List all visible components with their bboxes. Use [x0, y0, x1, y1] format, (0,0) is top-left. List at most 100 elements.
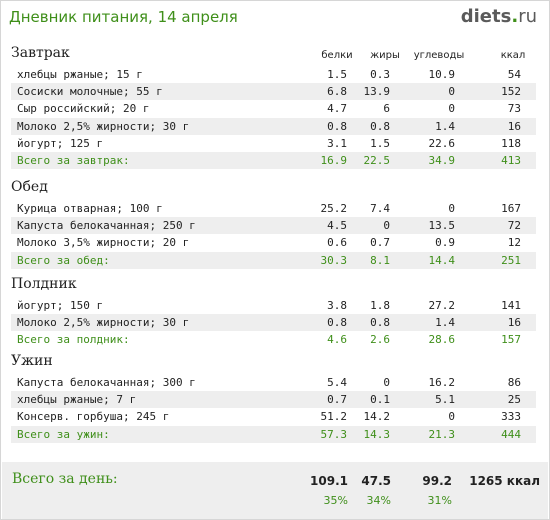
cell-carbs: 10.9 — [428, 68, 456, 81]
food-name: Капуста белокачанная; 250 г — [17, 219, 196, 233]
cell-fat: 2.6 — [370, 333, 390, 347]
food-row[interactable]: хлебцы ржаные; 7 г 0.7 0.1 5.1 25 — [11, 391, 536, 409]
food-name: Молоко 3,5% жирности; 20 г — [17, 236, 190, 250]
cell-carbs: 22.6 — [428, 136, 456, 150]
cell-fat: 0.7 — [370, 236, 390, 250]
meal-total-label: Всего за полдник: — [17, 333, 130, 347]
food-name: йогурт; 125 г — [17, 136, 104, 150]
day-total-label: Всего за день: — [12, 471, 118, 487]
cell-fat: 14.3 — [363, 427, 391, 441]
food-row[interactable]: Сыр российский; 20 г 4.7 6 0 73 — [11, 100, 536, 117]
cell-carbs: 13.5 — [428, 219, 456, 233]
meal-total-label: Всего за обед: — [17, 253, 110, 267]
cell-kcal: 86 — [507, 376, 521, 389]
cell-protein: 4.7 — [327, 102, 347, 116]
cell-kcal: 118 — [501, 136, 521, 150]
logo-tld: ru — [518, 6, 537, 27]
food-name: Капуста белокачанная; 300 г — [17, 376, 196, 389]
cell-kcal: 25 — [507, 393, 521, 407]
cell-kcal: 333 — [501, 410, 521, 424]
cell-protein: 6.8 — [327, 85, 347, 99]
cell-protein: 4.5 — [327, 219, 347, 233]
logo-main: diets — [460, 6, 512, 27]
food-row[interactable]: хлебцы ржаные; 15 г 1.5 0.3 10.9 54 — [11, 66, 536, 83]
cell-carbs: 16.2 — [428, 376, 456, 389]
column-header-protein: белки — [321, 50, 353, 61]
cell-protein: 4.6 — [327, 333, 347, 347]
cell-carbs: 0 — [448, 202, 455, 215]
meal-total-row: Всего за полдник: 4.6 2.6 28.6 157 — [11, 331, 536, 348]
cell-fat: 0.8 — [370, 316, 390, 330]
cell-carbs: 0.9 — [435, 236, 455, 250]
cell-fat: 0 — [383, 219, 390, 233]
cell-kcal: 167 — [501, 202, 521, 215]
food-row[interactable]: йогурт; 125 г 3.1 1.5 22.6 118 — [11, 135, 536, 152]
meal-title: Полдник — [11, 276, 77, 292]
cell-protein: 0.7 — [327, 393, 347, 407]
food-name: Курица отварная; 100 г — [17, 202, 163, 215]
cell-protein: 0.6 — [327, 236, 347, 250]
food-row[interactable]: Молоко 2,5% жирности; 30 г 0.8 0.8 1.4 16 — [11, 314, 536, 332]
cell-fat: 0.1 — [370, 393, 390, 407]
food-name: хлебцы ржаные; 15 г — [17, 68, 143, 81]
cell-kcal: 251 — [501, 253, 521, 267]
cell-carbs: 5.1 — [435, 393, 455, 407]
cell-protein: 30.3 — [320, 253, 348, 267]
food-name: Молоко 2,5% жирности; 30 г — [17, 316, 190, 330]
cell-protein: 16.9 — [320, 154, 348, 167]
meal-total-row: Всего за завтрак: 16.9 22.5 34.9 413 — [11, 152, 536, 169]
cell-carbs: 28.6 — [428, 333, 456, 347]
food-row[interactable]: Курица отварная; 100 г 25.2 7.4 0 167 — [11, 200, 536, 217]
cell-carbs: 0 — [448, 102, 455, 116]
page-title: Дневник питания, 14 апреля — [9, 8, 238, 26]
food-row[interactable]: Капуста белокачанная; 300 г 5.4 0 16.2 86 — [11, 374, 536, 391]
column-header-carbs: углеводы — [413, 50, 465, 61]
day-total-fat-pct: 34% — [366, 494, 391, 507]
cell-kcal: 72 — [507, 219, 521, 233]
cell-kcal: 141 — [501, 299, 521, 312]
column-header-kcal: ккал — [500, 50, 526, 61]
cell-protein: 1.5 — [327, 68, 347, 81]
cell-fat: 22.5 — [363, 154, 391, 167]
cell-protein: 57.3 — [320, 427, 348, 441]
food-row[interactable]: Консерв. горбуша; 245 г 51.2 14.2 0 333 — [11, 408, 536, 425]
food-name: Молоко 2,5% жирности; 30 г — [17, 119, 190, 133]
cell-fat: 1.8 — [370, 299, 390, 312]
site-logo[interactable]: diets.ru — [461, 6, 537, 27]
day-total-protein: 109.1 — [310, 474, 348, 488]
cell-protein: 0.8 — [327, 316, 347, 330]
day-total: Всего за день: 109.1 47.5 99.2 1265 ккал… — [2, 462, 548, 519]
cell-kcal: 413 — [501, 154, 521, 167]
cell-kcal: 73 — [507, 102, 521, 116]
food-row[interactable]: йогурт; 150 г 3.8 1.8 27.2 141 — [11, 297, 536, 314]
day-total-fat: 47.5 — [361, 474, 391, 488]
food-name: Сосиски молочные; 55 г — [17, 85, 163, 99]
cell-fat: 14.2 — [363, 410, 391, 424]
cell-fat: 1.5 — [370, 136, 390, 150]
cell-carbs: 21.3 — [428, 427, 456, 441]
food-row[interactable]: Молоко 2,5% жирности; 30 г 0.8 0.8 1.4 16 — [11, 117, 536, 135]
meal-title: Ужин — [11, 353, 53, 369]
cell-kcal: 444 — [501, 427, 521, 441]
cell-protein: 25.2 — [320, 202, 348, 215]
cell-protein: 51.2 — [320, 410, 348, 424]
cell-fat: 8.1 — [370, 253, 390, 267]
food-name: хлебцы ржаные; 7 г — [17, 393, 137, 407]
cell-kcal: 157 — [501, 333, 521, 347]
food-row[interactable]: Сосиски молочные; 55 г 6.8 13.9 0 152 — [11, 83, 536, 101]
meal-total-label: Всего за завтрак: — [17, 154, 130, 167]
cell-carbs: 0 — [448, 85, 455, 99]
day-total-protein-pct: 35% — [323, 494, 348, 507]
food-row[interactable]: Капуста белокачанная; 250 г 4.5 0 13.5 72 — [11, 217, 536, 235]
cell-protein: 3.8 — [327, 299, 347, 312]
meal-total-row: Всего за обед: 30.3 8.1 14.4 251 — [11, 251, 536, 269]
cell-fat: 0 — [383, 376, 390, 389]
cell-carbs: 14.4 — [428, 253, 456, 267]
day-total-carbs-pct: 31% — [427, 494, 452, 507]
cell-fat: 0.3 — [370, 68, 390, 81]
food-row[interactable]: Молоко 3,5% жирности; 20 г 0.6 0.7 0.9 12 — [11, 234, 536, 251]
cell-carbs: 27.2 — [428, 299, 456, 312]
cell-fat: 6 — [383, 102, 390, 116]
meal-total-row: Всего за ужин: 57.3 14.3 21.3 444 — [11, 425, 536, 443]
